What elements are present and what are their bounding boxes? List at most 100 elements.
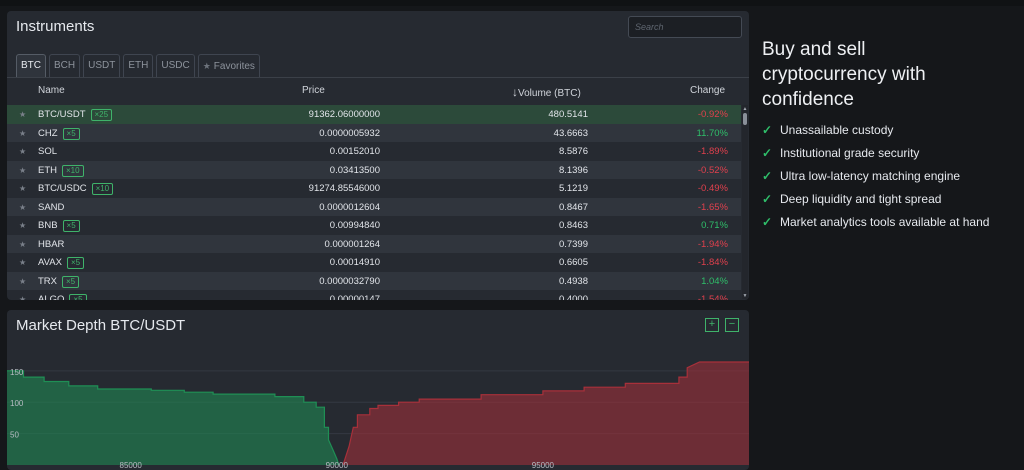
feature-item: ✓ Deep liquidity and tight spread [762, 187, 1017, 210]
instrument-name-cell: BTC/USDC ×10 [38, 183, 114, 195]
feature-item: ✓ Market analytics tools available at han… [762, 210, 1017, 233]
col-volume-header[interactable]: ↓Volume (BTC) [512, 85, 581, 99]
instrument-name-cell: CHZ ×5 [38, 127, 80, 140]
check-icon: ✓ [762, 168, 773, 183]
favorite-star-icon[interactable]: ★ [19, 221, 27, 230]
row-name: BTC/USDC [38, 183, 87, 194]
feature-text: Market analytics tools available at hand [780, 214, 990, 229]
favorite-star-icon[interactable]: ★ [19, 147, 27, 156]
volume-cell: 0.4000 [558, 294, 588, 300]
row-name: SOL [38, 146, 58, 157]
instrument-name-cell: SOL [38, 146, 57, 157]
tab-usdc[interactable]: USDC [156, 54, 195, 77]
table-row[interactable]: ★ ALGO ×5 0.00000147 0.4000 -1.54% [7, 290, 741, 300]
change-cell: -1.84% [697, 257, 728, 268]
volume-cell: 8.5876 [558, 146, 588, 157]
price-cell: 91362.06000000 [308, 109, 380, 120]
search-input[interactable] [628, 16, 742, 38]
price-cell: 0.000001264 [324, 238, 380, 250]
leverage-badge: ×5 [62, 127, 80, 140]
headline-line: Buy and sell [762, 39, 866, 60]
row-name: BNB [38, 220, 58, 231]
volume-cell: 0.7399 [558, 238, 588, 250]
headline-line: cryptocurrency with [762, 64, 926, 85]
market-depth-title: Market Depth BTC/USDT [16, 317, 186, 334]
tab-favorites[interactable]: ★ Favorites [197, 54, 260, 77]
row-name: TRX [38, 275, 57, 287]
feature-text: Ultra low-latency matching engine [780, 168, 961, 183]
change-cell: 0.71% [701, 220, 728, 231]
instruments-table-body: ★ BTC/USDT ×25 91362.06000000 480.5141 -0.92%… [7, 105, 741, 300]
favorite-star-icon[interactable]: ★ [19, 295, 27, 300]
table-row[interactable]: ★ BNB ×5 0.00994840 0.8463 0.71% [7, 216, 741, 235]
instrument-name-cell: TRX ×5 [38, 275, 80, 288]
favorite-star-icon[interactable]: ★ [19, 239, 27, 249]
check-icon: ✓ [762, 122, 773, 137]
table-scrollbar[interactable]: ▲ ▼ [742, 105, 748, 299]
scroll-thumb[interactable] [743, 113, 747, 125]
volume-cell: 43.6663 [553, 127, 588, 139]
top-bar [0, 0, 1024, 6]
table-row[interactable]: ★ SAND 0.0000012604 0.8467 -1.65% [7, 197, 741, 216]
favorite-star-icon[interactable]: ★ [19, 276, 27, 286]
price-cell: 0.0000005932 [319, 127, 380, 139]
zoom-out-button[interactable]: − [725, 318, 739, 332]
col-volume-label: Volume (BTC) [518, 88, 581, 99]
volume-cell: 5.1219 [558, 183, 588, 194]
sort-down-arrow-icon: ↓ [512, 85, 518, 99]
leverage-badge: ×5 [69, 294, 87, 300]
instrument-name-cell: BNB ×5 [38, 220, 80, 232]
change-cell: -0.49% [697, 183, 728, 194]
feature-text: Unassailable custody [780, 122, 894, 137]
tab-eth[interactable]: ETH [123, 54, 154, 77]
leverage-badge: ×25 [90, 109, 113, 121]
favorite-star-icon[interactable]: ★ [19, 128, 27, 138]
price-cell: 0.00014910 [329, 257, 380, 268]
tab-usdt[interactable]: USDT [83, 54, 121, 77]
table-row[interactable]: ★ BTC/USDT ×25 91362.06000000 480.5141 -0.92% [7, 105, 741, 124]
table-row[interactable]: ★ TRX ×5 0.0000032790 0.4938 1.04% [7, 271, 741, 290]
change-cell: 1.04% [701, 275, 728, 287]
feature-text: Deep liquidity and tight spread [780, 191, 942, 206]
table-row[interactable]: ★ HBAR 0.000001264 0.7399 -1.94% [7, 234, 741, 253]
favorite-star-icon[interactable]: ★ [19, 165, 27, 175]
asks-area [343, 362, 749, 465]
y-tick-label: 50 [10, 431, 19, 440]
col-price-header[interactable]: Price [302, 85, 325, 96]
col-change-header[interactable]: Change [690, 85, 726, 96]
volume-cell: 8.1396 [558, 164, 588, 176]
table-row[interactable]: ★ ETH ×10 0.03413500 8.1396 -0.52% [7, 160, 741, 179]
change-cell: -1.65% [697, 201, 728, 213]
favorite-star-icon[interactable]: ★ [19, 202, 27, 212]
volume-cell: 480.5141 [548, 109, 588, 120]
asks-line [342, 361, 749, 466]
table-row[interactable]: ★ AVAX ×5 0.00014910 0.6605 -1.84% [7, 253, 741, 272]
bids-area [7, 370, 339, 465]
y-tick-label: 100 [10, 399, 24, 408]
scroll-down-icon[interactable]: ▼ [742, 293, 748, 299]
volume-cell: 0.6605 [558, 257, 588, 268]
price-cell: 0.00000147 [329, 294, 380, 300]
check-icon: ✓ [762, 145, 773, 160]
tab-btc[interactable]: BTC [16, 54, 46, 77]
table-row[interactable]: ★ BTC/USDC ×10 91274.85546000 5.1219 -0.49% [7, 179, 741, 198]
table-row[interactable]: ★ CHZ ×5 0.0000005932 43.6663 11.70% [7, 123, 741, 142]
table-row[interactable]: ★ SOL 0.00152010 8.5876 -1.89% [7, 142, 741, 161]
table-header: Name Price ↓Volume (BTC) Change [7, 81, 749, 101]
favorite-star-icon[interactable]: ★ [19, 110, 27, 119]
price-cell: 0.0000012604 [319, 201, 380, 213]
leverage-badge: ×10 [91, 183, 114, 195]
change-cell: -0.92% [697, 109, 728, 120]
scroll-up-icon[interactable]: ▲ [742, 106, 748, 112]
price-cell: 0.00994840 [329, 220, 380, 231]
leverage-badge: ×5 [62, 275, 80, 288]
favorite-star-icon[interactable]: ★ [19, 184, 27, 193]
instrument-name-cell: HBAR [38, 239, 64, 250]
volume-cell: 0.8463 [558, 220, 588, 231]
col-name-header[interactable]: Name [38, 85, 65, 96]
instrument-name-cell: SAND [38, 202, 64, 213]
tab-bch[interactable]: BCH [49, 54, 81, 77]
favorite-star-icon[interactable]: ★ [19, 258, 27, 267]
instrument-name-cell: AVAX ×5 [38, 257, 85, 269]
zoom-in-button[interactable]: + [705, 318, 719, 332]
